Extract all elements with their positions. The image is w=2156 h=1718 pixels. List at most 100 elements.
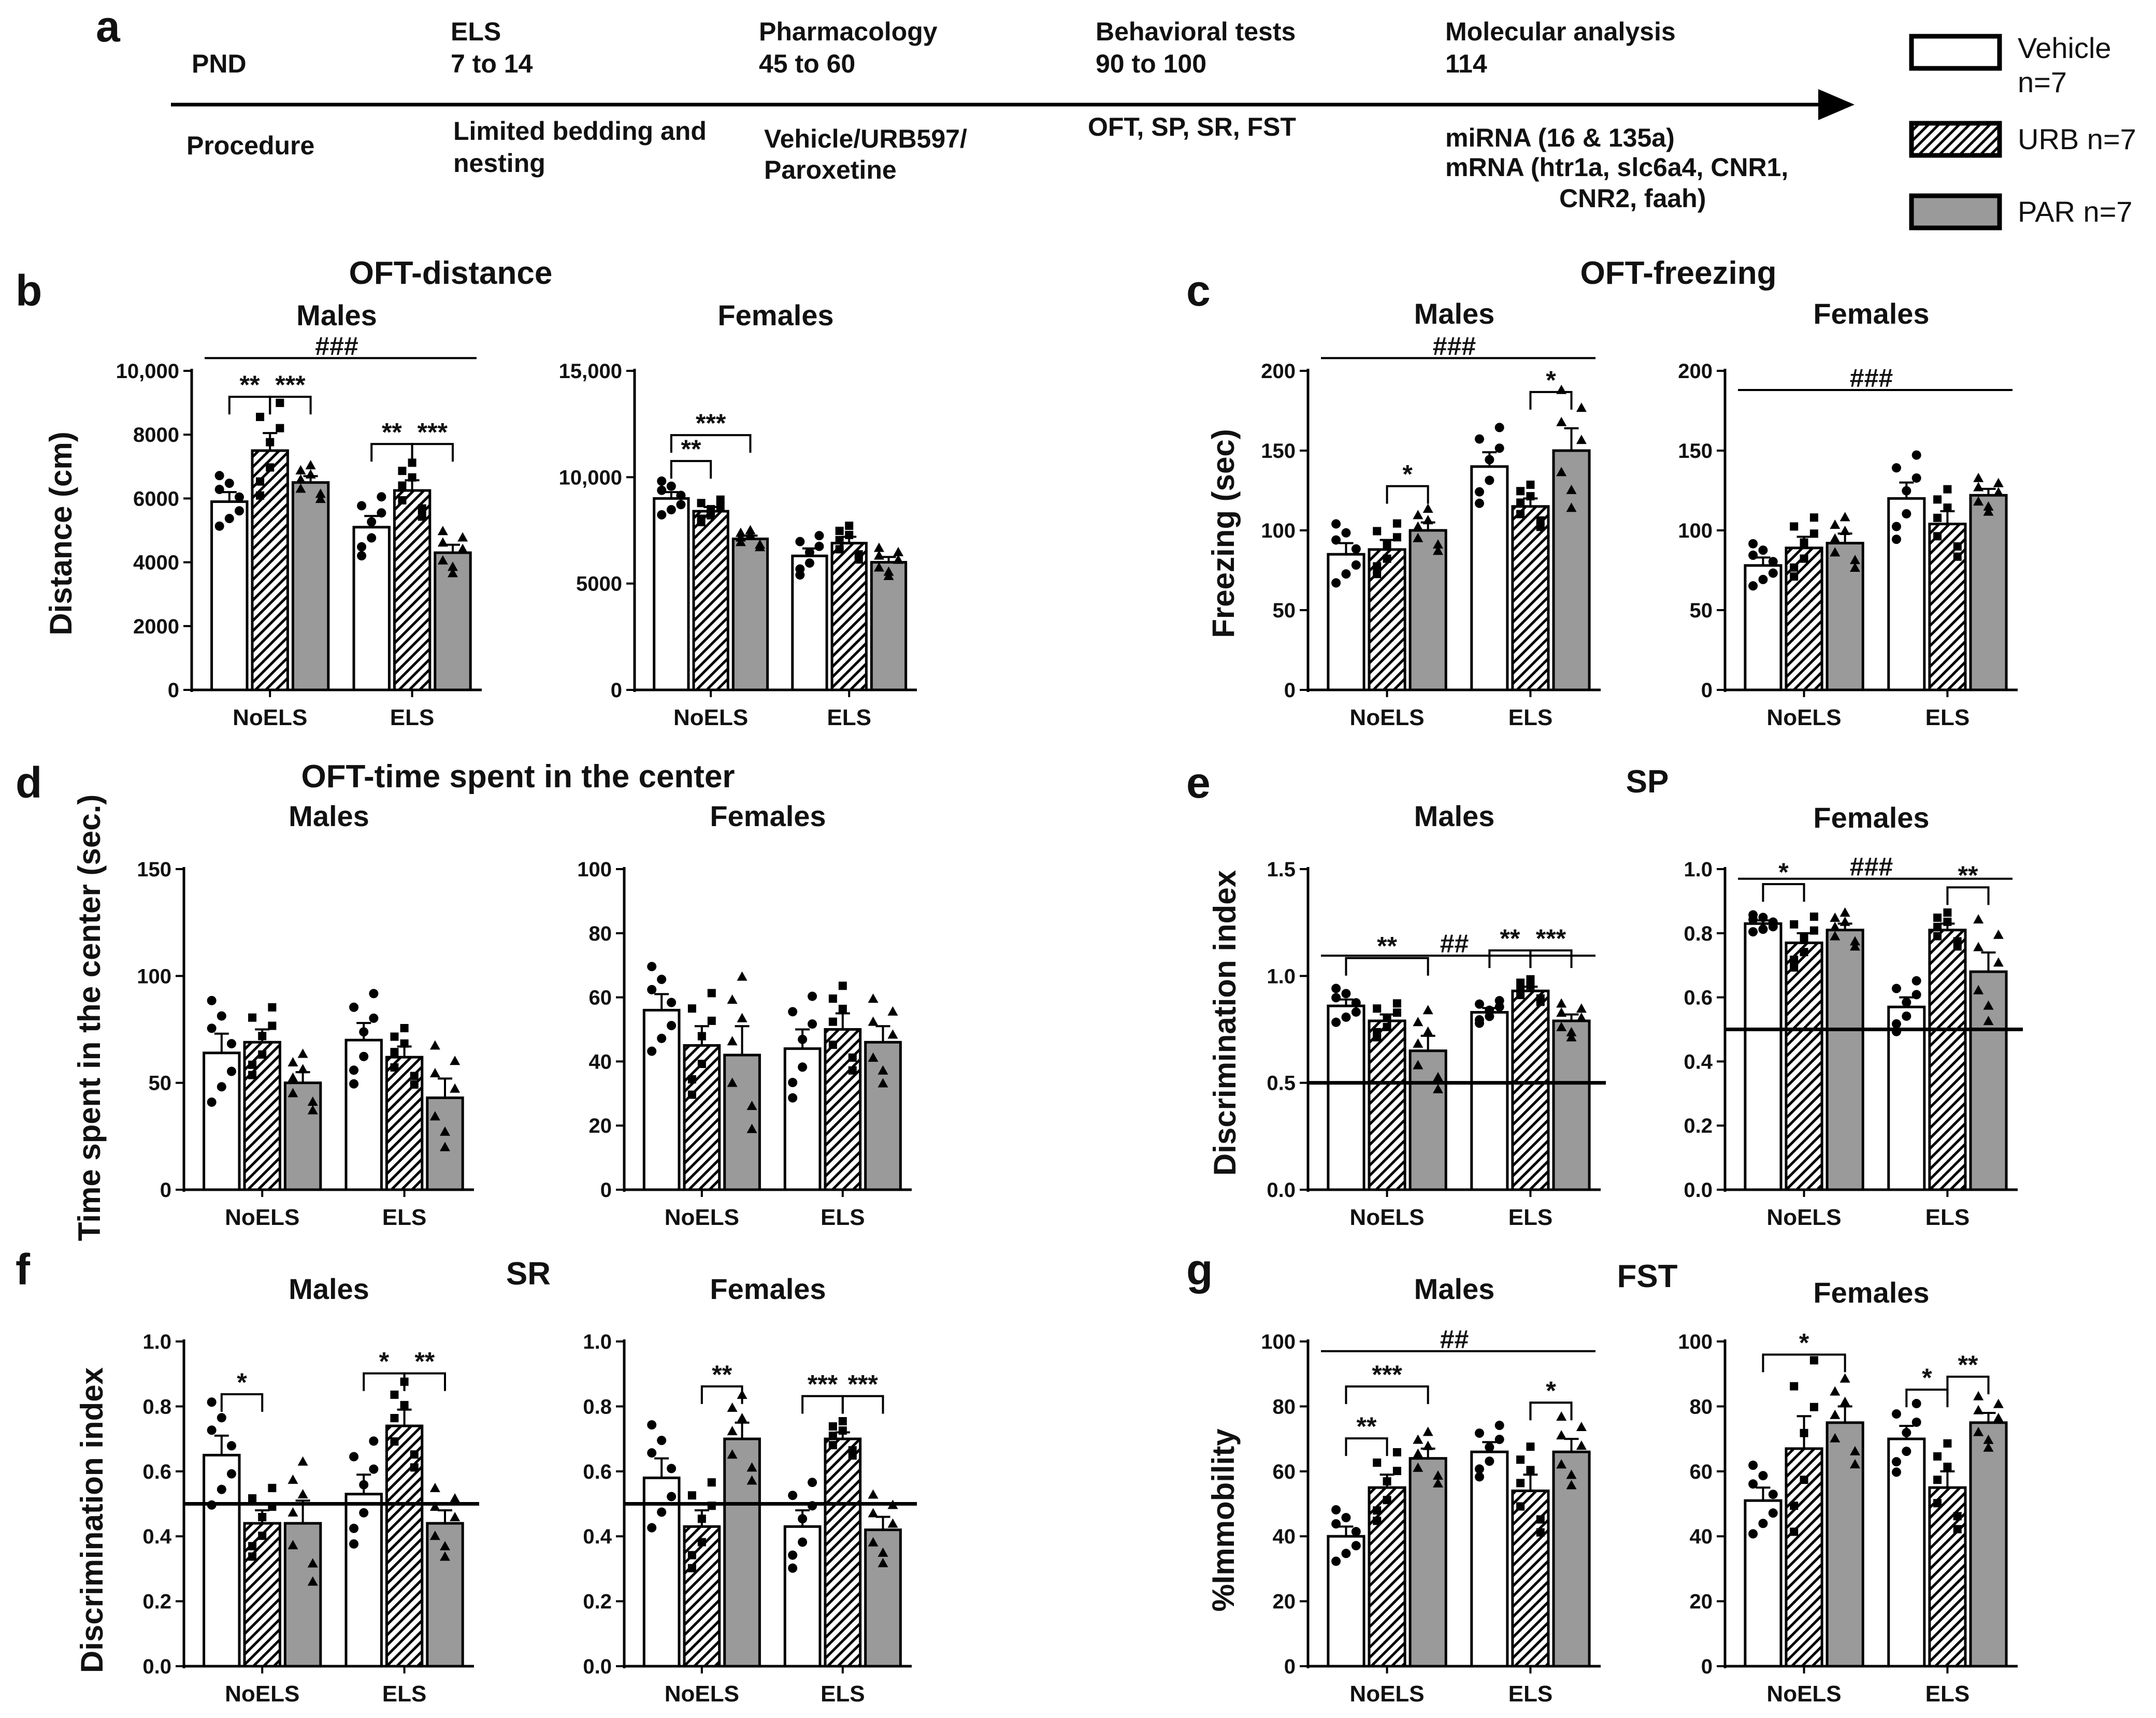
data-point (288, 1540, 298, 1550)
bar-vehicle-els (344, 1493, 383, 1668)
data-point (207, 1097, 217, 1107)
data-point (657, 1436, 667, 1446)
data-point (893, 546, 904, 556)
title-oft-center: OFT-time spent in the center (301, 759, 735, 795)
data-point (795, 537, 805, 546)
data-point (1474, 1428, 1484, 1438)
data-point (1576, 402, 1587, 412)
data-point (297, 1064, 308, 1074)
chart-c-females: Females 0 50 100 150 200 NoELS ELS ### (1678, 297, 2018, 730)
data-point (707, 505, 715, 514)
data-point (437, 526, 448, 536)
y-tick-label: 60 (1273, 1461, 1296, 1483)
data-point (1748, 910, 1758, 920)
y-tick-label: 200 (1678, 360, 1713, 383)
data-point (1943, 1463, 1952, 1471)
data-point (727, 1077, 738, 1087)
data-point (1413, 1060, 1424, 1070)
data-point (1351, 544, 1361, 554)
data-point (1983, 501, 1994, 511)
data-point (448, 561, 458, 571)
y-tick-label: 1.0 (142, 1331, 171, 1353)
data-point (1494, 1421, 1504, 1431)
data-point (457, 543, 468, 553)
data-point (1351, 560, 1361, 570)
data-point (707, 989, 716, 998)
y-tick-label: 1.0 (583, 1331, 612, 1353)
data-point (1392, 519, 1401, 528)
bar-urb-noels (692, 510, 729, 691)
timeline-row-label-pnd: PND (192, 49, 247, 78)
data-point (437, 537, 448, 547)
significance-bracket (670, 434, 752, 453)
y-tick-label: 1.0 (1267, 965, 1296, 988)
data-point (1933, 932, 1942, 941)
sex-label: Females (1813, 297, 1929, 330)
data-point (207, 1023, 217, 1033)
data-point (848, 1451, 857, 1460)
significance-bracket (1529, 391, 1573, 410)
data-point (1392, 1008, 1401, 1017)
data-point (1526, 492, 1535, 501)
bar-vehicle-noels (203, 1051, 241, 1191)
significance-bracket (1386, 485, 1429, 504)
data-point (214, 484, 224, 494)
data-point (707, 1016, 716, 1025)
data-point (1526, 1466, 1535, 1475)
legend-label-vehicle: Vehicle (2018, 32, 2111, 64)
data-point (1839, 525, 1850, 535)
data-point (224, 479, 234, 488)
event-pharmacology-time: 45 to 60 (759, 49, 855, 78)
data-point (1373, 1517, 1382, 1525)
data-point (440, 1551, 450, 1561)
data-point (1790, 956, 1799, 964)
y-tick-label: 0.0 (1684, 1179, 1713, 1202)
data-point (798, 1537, 808, 1547)
bar-vehicle-els (783, 1525, 822, 1668)
x-tick-label: ELS (1925, 1205, 1970, 1230)
y-tick-label: 80 (1273, 1395, 1296, 1418)
data-point (1556, 998, 1567, 1008)
data-point (297, 1456, 308, 1466)
event-molecular-desc-2: mRNA (htr1a, slc6a4, CNR1, (1445, 153, 1788, 182)
bar-vehicle-els (352, 526, 391, 691)
data-point (1474, 434, 1484, 444)
significance-bracket (700, 1385, 743, 1404)
data-point (408, 473, 416, 482)
x-tick-label: NoELS (1766, 1205, 1841, 1230)
data-point (798, 1062, 808, 1072)
legend-label-par: PAR n=7 (2018, 195, 2133, 228)
y-tick-label: 0.2 (583, 1591, 612, 1613)
y-tick-label: 0.6 (1684, 987, 1713, 1009)
data-point (1413, 1017, 1424, 1027)
bar-par-noels (723, 1437, 761, 1668)
significance-label: ** (1958, 1350, 1978, 1379)
data-point (1943, 917, 1952, 926)
y-tick-label: 1.0 (1684, 858, 1713, 881)
data-point (727, 1449, 738, 1459)
data-point (1341, 989, 1351, 999)
event-molecular-time: 114 (1445, 49, 1487, 78)
significance-bracket (801, 1395, 844, 1414)
data-point (276, 398, 284, 407)
data-point (429, 1040, 440, 1050)
data-point (276, 424, 284, 432)
data-point (1422, 1440, 1433, 1450)
data-point (838, 1426, 847, 1435)
y-tick-label: 0.2 (142, 1591, 171, 1613)
bar-par-noels (1408, 1049, 1447, 1191)
data-point (1485, 475, 1494, 485)
data-point (657, 476, 667, 486)
significance-bracket (1345, 957, 1429, 976)
chart-c-males: Males 0 50 100 150 200 NoELS ELS * * ### (1261, 297, 1601, 730)
data-point (450, 1083, 461, 1093)
data-point (687, 1551, 696, 1560)
data-point (1839, 512, 1850, 522)
data-point (440, 1126, 450, 1136)
data-point (450, 1056, 461, 1065)
data-point (1891, 1019, 1901, 1029)
data-point (369, 989, 379, 999)
data-point (1556, 1459, 1567, 1469)
data-point (349, 1539, 359, 1549)
